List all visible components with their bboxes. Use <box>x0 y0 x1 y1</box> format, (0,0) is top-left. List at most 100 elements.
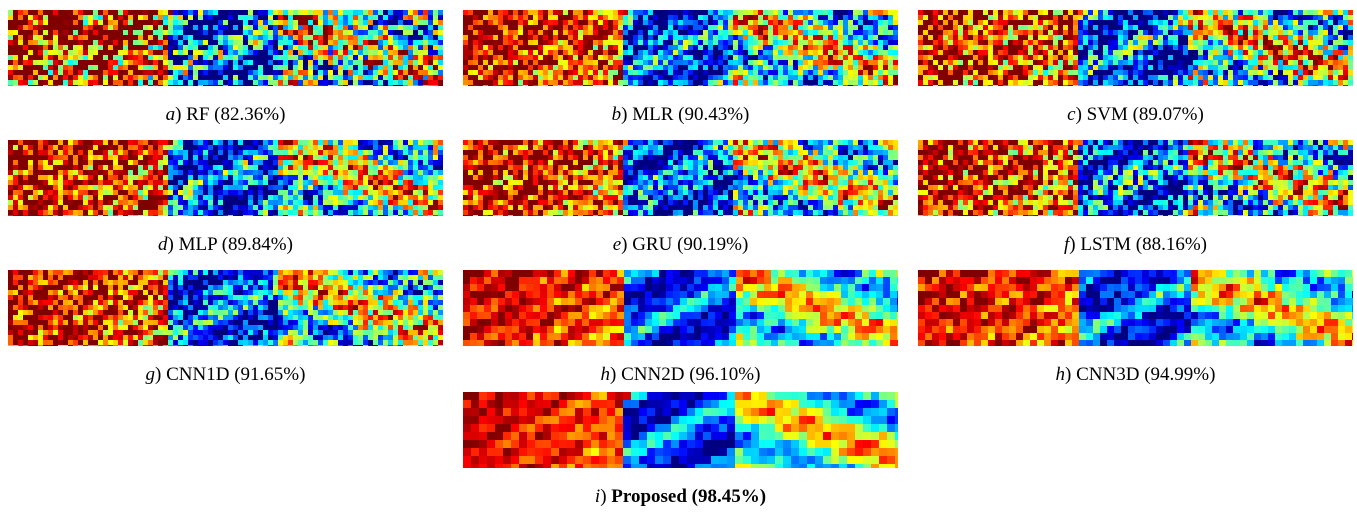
map-cell <box>478 40 483 45</box>
map-cell <box>308 30 313 35</box>
map-cell <box>238 35 243 40</box>
map-cell <box>283 30 288 35</box>
map-cell <box>578 60 583 65</box>
map-cell <box>168 25 173 30</box>
map-cell <box>1148 75 1153 80</box>
map-cell <box>633 80 638 85</box>
map-cell <box>613 70 618 75</box>
map-cell <box>528 65 533 70</box>
map-cell <box>463 50 468 55</box>
map-cell <box>203 85 208 86</box>
map-cell <box>28 45 33 50</box>
map-cell <box>238 10 243 15</box>
map-cell <box>298 15 303 20</box>
map-cell <box>223 150 228 155</box>
map-cell <box>968 75 973 80</box>
map-cell <box>668 15 673 20</box>
map-cell <box>43 150 48 155</box>
map-cell <box>18 150 23 155</box>
map-cell <box>253 20 258 25</box>
map-cell <box>1163 60 1168 65</box>
map-cell <box>223 45 228 50</box>
map-cell <box>998 85 1003 86</box>
map-cell <box>1218 60 1223 65</box>
map-cell <box>803 60 808 65</box>
map-cell <box>28 20 33 25</box>
map-cell <box>248 175 253 180</box>
map-cell <box>1018 10 1023 15</box>
map-cell <box>828 20 833 25</box>
map-cell <box>553 60 558 65</box>
map-cell <box>693 80 698 85</box>
map-cell <box>618 65 623 70</box>
map-cell <box>938 65 943 70</box>
map-cell <box>83 15 88 20</box>
map-cell <box>603 30 608 35</box>
map-cell <box>818 75 823 80</box>
map-cell <box>563 10 568 15</box>
map-cell <box>83 150 88 155</box>
map-cell <box>178 150 183 155</box>
map-cell <box>188 155 193 160</box>
map-cell <box>1283 80 1288 85</box>
map-cell <box>408 160 413 165</box>
map-cell <box>648 35 653 40</box>
map-cell <box>353 65 358 70</box>
map-cell <box>8 55 13 60</box>
map-cell <box>543 50 548 55</box>
map-cell <box>138 75 143 80</box>
panel-letter: a <box>166 104 176 125</box>
map-cell <box>293 150 298 155</box>
map-cell <box>723 80 728 85</box>
map-cell <box>258 145 263 150</box>
map-cell <box>58 75 63 80</box>
map-cell <box>318 85 323 86</box>
map-cell <box>1313 60 1318 65</box>
map-cell <box>1218 15 1223 20</box>
map-cell <box>788 20 793 25</box>
map-cell <box>638 20 643 25</box>
map-cell <box>63 35 68 40</box>
map-cell <box>1103 20 1108 25</box>
map-cell <box>428 55 433 60</box>
map-cell <box>1113 20 1118 25</box>
map-cell <box>603 80 608 85</box>
map-cell <box>1268 50 1273 55</box>
map-cell <box>1028 15 1033 20</box>
map-cell <box>193 50 198 55</box>
map-cell <box>163 75 168 80</box>
map-cell <box>738 35 743 40</box>
map-cell <box>88 35 93 40</box>
map-cell <box>518 70 523 75</box>
map-cell <box>103 15 108 20</box>
map-cell <box>423 15 428 20</box>
map-cell <box>368 170 373 175</box>
map-cell <box>38 185 43 190</box>
map-cell <box>308 15 313 20</box>
map-cell <box>43 40 48 45</box>
map-cell <box>633 70 638 75</box>
map-cell <box>1293 55 1298 60</box>
map-cell <box>983 65 988 70</box>
map-cell <box>228 45 233 50</box>
map-cell <box>168 60 173 65</box>
map-cell <box>578 35 583 40</box>
map-cell <box>283 155 288 160</box>
map-cell <box>158 35 163 40</box>
map-cell <box>1288 55 1293 60</box>
map-cell <box>283 55 288 60</box>
map-cell <box>628 50 633 55</box>
map-cell <box>1043 55 1048 60</box>
map-cell <box>843 35 848 40</box>
map-cell <box>1218 65 1223 70</box>
map-cell <box>233 80 238 85</box>
map-cell <box>308 25 313 30</box>
map-cell <box>93 15 98 20</box>
map-cell <box>723 20 728 25</box>
map-cell <box>1163 50 1168 55</box>
map-cell <box>298 70 303 75</box>
map-cell <box>1223 85 1228 86</box>
map-cell <box>498 55 503 60</box>
map-cell <box>48 155 53 160</box>
map-cell <box>63 165 68 170</box>
